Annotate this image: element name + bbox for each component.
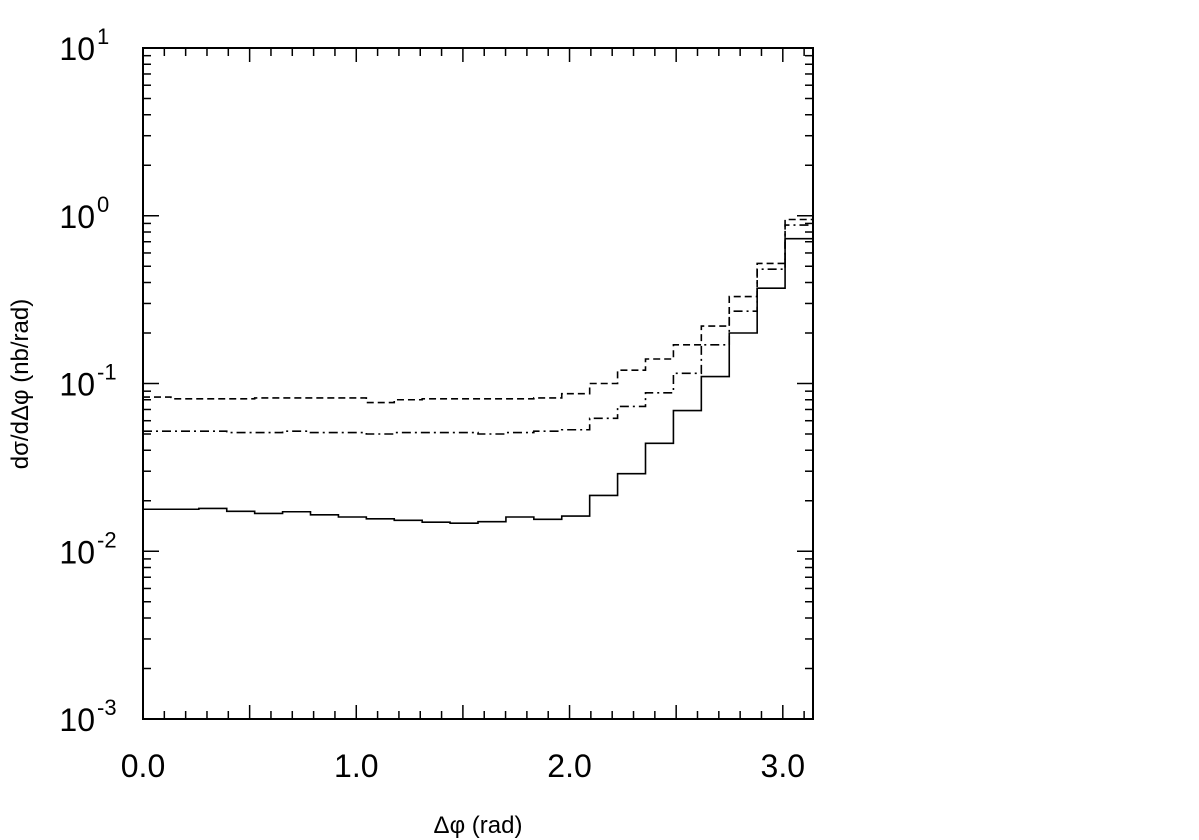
- y-tick-label-exponent: -2: [97, 527, 117, 552]
- y-tick-label-exponent: 1: [97, 24, 109, 49]
- series-solid-line: [143, 202, 814, 524]
- series-dashed-line: [143, 158, 814, 404]
- y-tick-label: 10 -3: [59, 695, 116, 738]
- y-tick-label-exponent: -1: [97, 360, 117, 385]
- x-tick-label: 2.0: [547, 748, 591, 784]
- plot-frame: [142, 47, 814, 720]
- x-axis-title: Δφ (rad): [434, 812, 523, 839]
- series-layer: [143, 158, 814, 524]
- y-tick-label: 10 -1: [59, 360, 116, 403]
- y-tick-label: 10 1: [59, 24, 109, 67]
- axis-ticks: [142, 47, 813, 720]
- y-axis-title: dσ/dΔφ (nb/rad): [7, 299, 34, 469]
- y-tick-label: 10 -2: [59, 527, 116, 570]
- y-tick-label-base: 10: [59, 367, 95, 403]
- x-tick-label: 3.0: [761, 748, 805, 784]
- y-tick-label: 10 0: [59, 192, 109, 235]
- y-tick-label-base: 10: [59, 199, 95, 235]
- y-tick-label-exponent: 0: [97, 192, 109, 217]
- y-tick-label-base: 10: [59, 534, 95, 570]
- series-dashdot-line: [143, 181, 814, 435]
- x-tick-label: 0.0: [121, 748, 165, 784]
- y-tick-label-exponent: -3: [97, 695, 117, 720]
- y-tick-label-base: 10: [59, 702, 95, 738]
- y-tick-label-base: 10: [59, 31, 95, 67]
- x-tick-label: 1.0: [334, 748, 378, 784]
